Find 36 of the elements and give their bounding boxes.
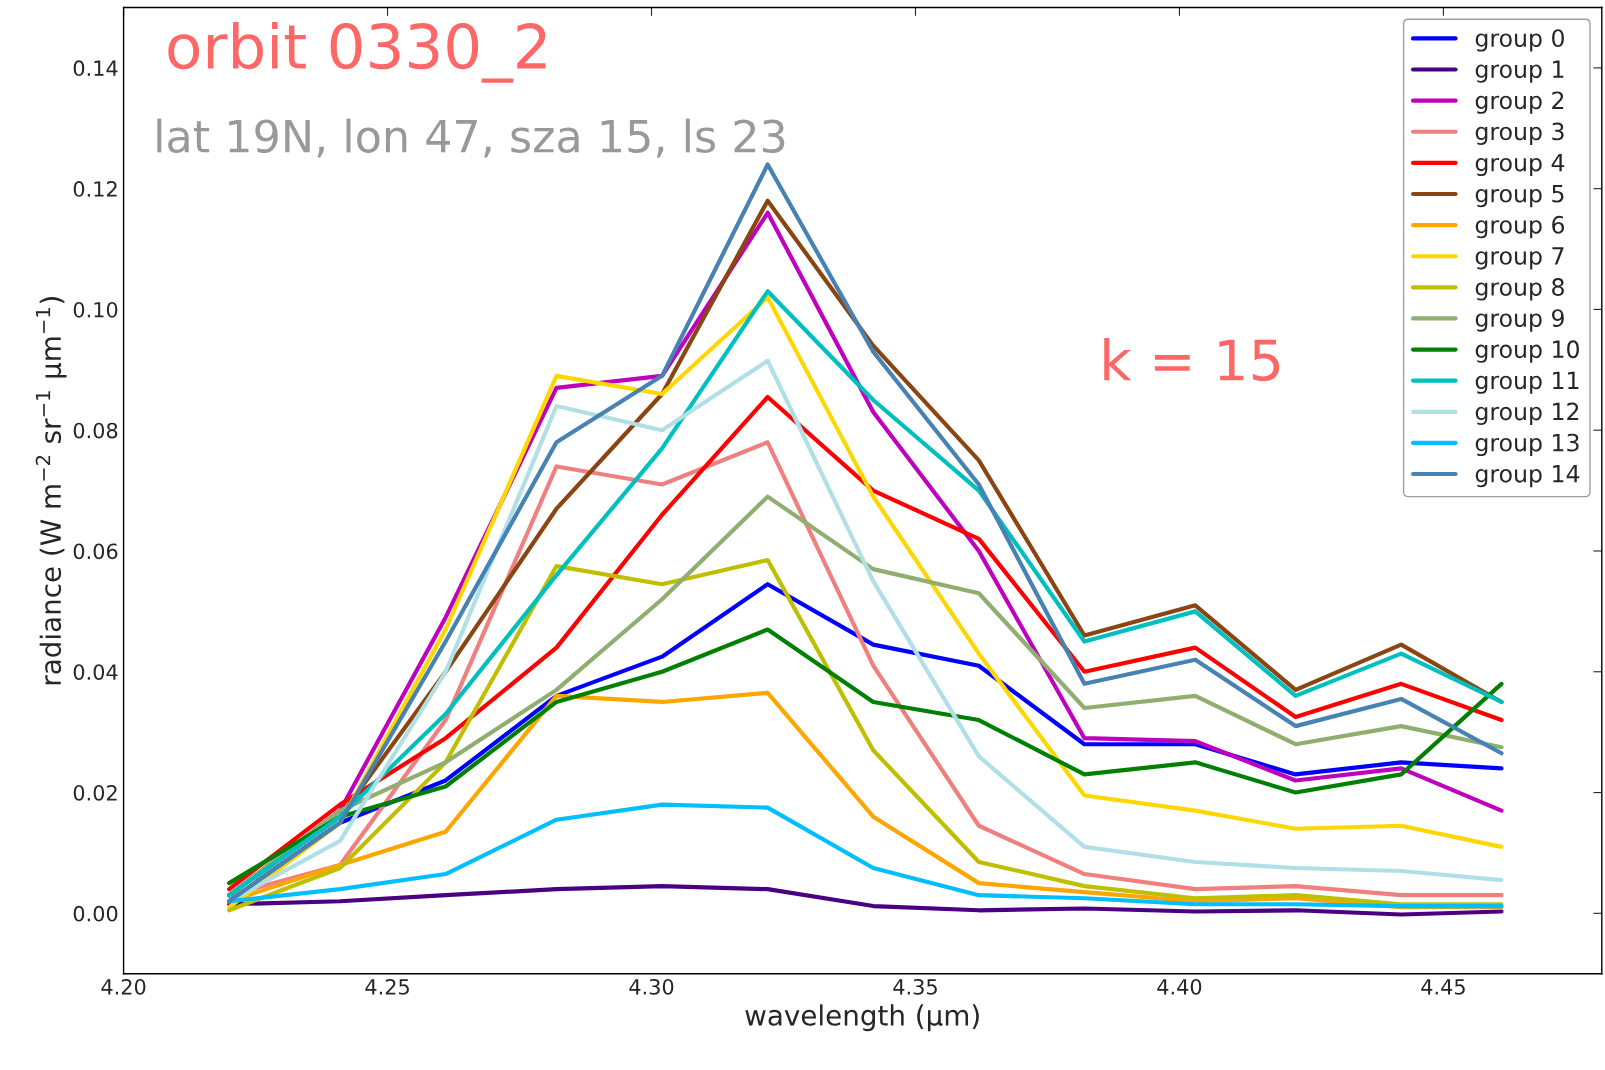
legend-label: group 5 <box>1475 185 1564 208</box>
legend-label: group 7 <box>1475 247 1564 270</box>
legend-label: group 10 <box>1475 340 1579 363</box>
legend-label: group 4 <box>1475 153 1565 177</box>
y-tick-label: 0.00 <box>73 905 118 922</box>
legend-label: group 0 <box>1475 29 1564 52</box>
x-tick-label: 4.45 <box>1421 979 1465 995</box>
y-tick-label: 0.06 <box>73 543 118 560</box>
x-tick-label: 4.35 <box>893 978 937 995</box>
legend-label: group 13 <box>1475 433 1579 457</box>
line-series <box>227 627 1504 886</box>
legend-label: group 3 <box>1475 122 1564 145</box>
y-tick-label: 0.08 <box>73 422 118 439</box>
y-tick-label: 0.10 <box>73 301 118 318</box>
y-tick-label: 0.02 <box>73 784 117 801</box>
x-tick-label: 4.30 <box>629 978 674 995</box>
legend-label: group 1 <box>1475 60 1564 83</box>
legend-label: group 9 <box>1475 309 1564 332</box>
annotation: k = 15 <box>1104 338 1280 382</box>
legend-label: group 14 <box>1475 465 1580 488</box>
x-axis-title: wavelength (μm) <box>745 1004 979 1032</box>
text: lat 19N, lon 47, sza 15, ls 23 <box>157 118 785 158</box>
x-tick-label: 4.40 <box>1157 978 1202 995</box>
y-tick-label: 0.12 <box>73 181 117 197</box>
legend-label: group 2 <box>1475 91 1564 114</box>
legend-label: group 12 <box>1475 402 1579 425</box>
legend-label: group 6 <box>1475 215 1565 239</box>
y-tick-label: 0.04 <box>73 664 118 680</box>
legend-label: group 11 <box>1475 371 1579 394</box>
line-series <box>227 884 1504 917</box>
x-tick-label: 4.25 <box>365 978 409 995</box>
x-tick-label: 4.20 <box>101 978 146 995</box>
chart-title: orbit 0330_2 <box>168 21 546 83</box>
y-tick-label: 0.14 <box>73 60 118 77</box>
y-axis-title: radiance (W m$^{−2}$ sr$^{−1}$ μm$^{−1}$) <box>35 297 67 685</box>
legend-label: group 8 <box>1475 278 1564 301</box>
